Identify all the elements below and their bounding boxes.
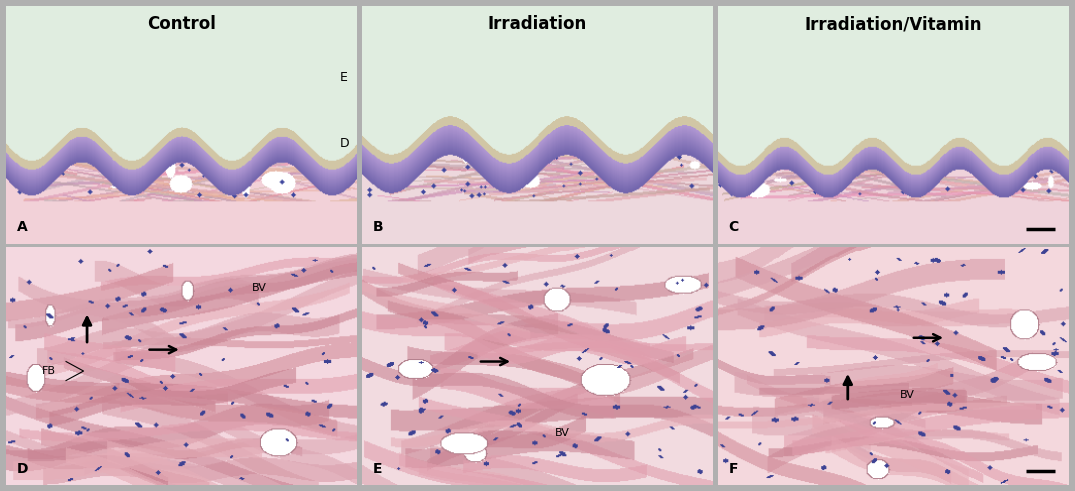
Text: BV: BV [901, 390, 915, 400]
Text: B: B [373, 220, 384, 234]
Text: F: F [729, 462, 739, 476]
Text: Irradiation: Irradiation [488, 15, 587, 33]
Text: Irradiation/Vitamin: Irradiation/Vitamin [804, 15, 983, 33]
Text: Control: Control [147, 15, 216, 33]
Text: FB: FB [42, 366, 56, 376]
Text: D: D [17, 462, 28, 476]
Text: BV: BV [252, 283, 267, 293]
Text: E: E [373, 462, 383, 476]
Text: A: A [17, 220, 28, 234]
Text: D: D [340, 137, 349, 150]
Text: C: C [729, 220, 739, 234]
Text: E: E [340, 71, 347, 83]
Text: BV: BV [555, 428, 570, 438]
